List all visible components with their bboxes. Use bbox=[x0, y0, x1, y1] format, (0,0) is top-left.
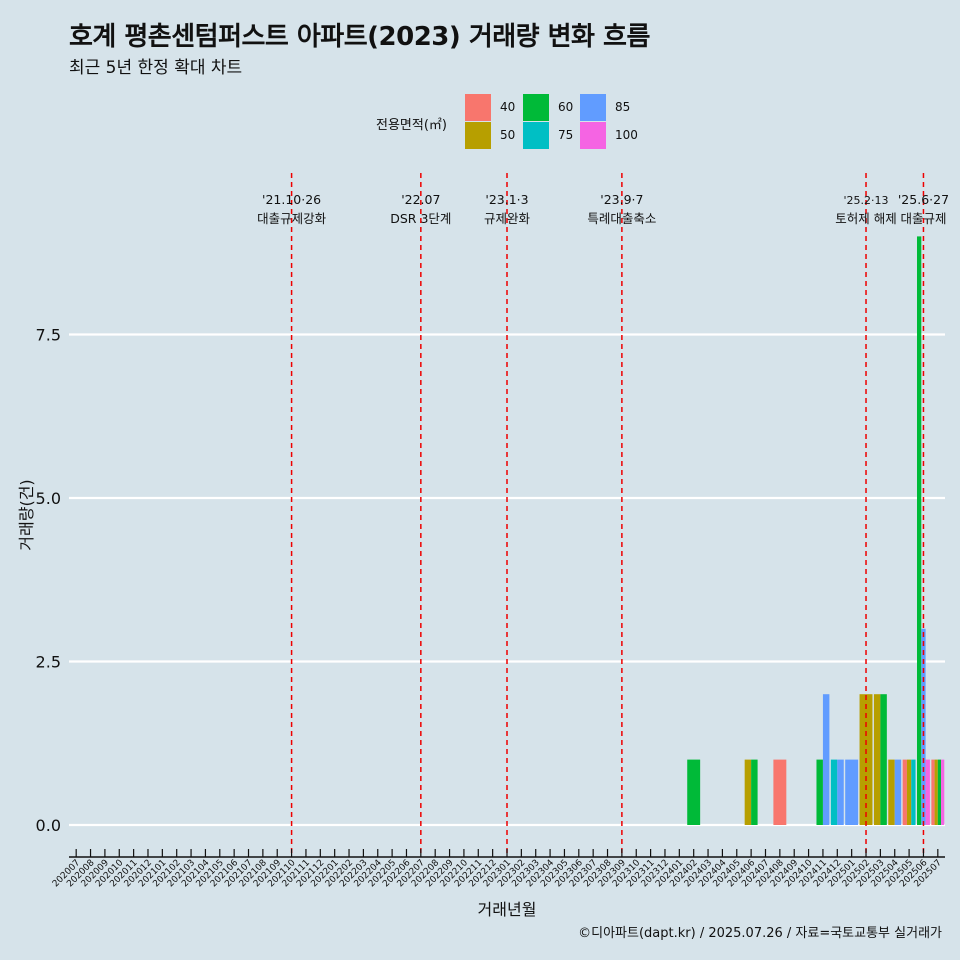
event-label: 대출규제강화 bbox=[257, 211, 327, 226]
bar-202506-60 bbox=[916, 236, 922, 825]
legend-label-85: 85 bbox=[615, 100, 631, 114]
legend-item-50: 50 bbox=[465, 122, 525, 150]
bar-202505-50 bbox=[906, 759, 912, 825]
event-label: 특례대출축소 bbox=[587, 211, 656, 226]
bar-202411-85 bbox=[822, 694, 830, 825]
bar-202505-40 bbox=[902, 759, 907, 825]
legend-swatch-85 bbox=[580, 94, 606, 121]
chart-title: 호계 평촌센텀퍼스트 아파트(2023) 거래량 변화 흐름 bbox=[69, 22, 650, 52]
event-label: 대출규제 bbox=[900, 211, 946, 226]
y-tick-label: 5.0 bbox=[36, 489, 61, 508]
y-tick-label: 7.5 bbox=[36, 326, 61, 345]
bar-202411-60 bbox=[816, 759, 823, 825]
y-tick-label: 0.0 bbox=[36, 816, 61, 835]
bar-202507-50 bbox=[934, 759, 938, 825]
event-date: '22.07 bbox=[401, 192, 440, 207]
bar-202412-75 bbox=[830, 759, 838, 825]
event-label: 규제완화 bbox=[484, 211, 531, 226]
bar-202507-60 bbox=[937, 759, 942, 825]
legend-label-75: 75 bbox=[558, 128, 574, 142]
event-label: 토허제 해제 bbox=[835, 211, 896, 226]
event-date: '25.6·27 bbox=[898, 192, 949, 207]
bar-202505-75 bbox=[911, 759, 916, 825]
bar-202504-85 bbox=[894, 759, 902, 825]
event-date: '25.2·13 bbox=[844, 194, 889, 207]
legend: 전용면적(㎡) 40 50 60 75 85 100 bbox=[376, 92, 656, 152]
event-date: '23.9·7 bbox=[600, 192, 643, 207]
legend-swatch-50 bbox=[465, 122, 491, 149]
bar-202408-40 bbox=[773, 759, 787, 825]
legend-title: 전용면적(㎡) bbox=[376, 118, 447, 133]
event-date: '21.10·26 bbox=[262, 192, 321, 207]
legend-item-100: 100 bbox=[580, 122, 640, 150]
legend-label-100: 100 bbox=[615, 128, 638, 142]
caption: ©디아파트(dapt.kr) / 2025.07.26 / 자료=국토교통부 실… bbox=[578, 926, 942, 941]
bar-202503-50 bbox=[873, 694, 881, 825]
legend-swatch-60 bbox=[523, 94, 549, 121]
legend-item-40: 40 bbox=[465, 94, 525, 122]
bar-202412-85 bbox=[837, 759, 844, 825]
legend-item-75: 75 bbox=[523, 122, 583, 150]
legend-label-40: 40 bbox=[500, 100, 516, 114]
legend-label-60: 60 bbox=[558, 100, 574, 114]
chart-subtitle: 최근 5년 한정 확대 차트 bbox=[69, 58, 243, 78]
bar-202504-50 bbox=[888, 759, 895, 825]
x-axis-label: 거래년월 bbox=[478, 900, 537, 919]
bar-202501-85 bbox=[845, 759, 859, 825]
bar-202506-100 bbox=[925, 759, 930, 825]
event-date: '23.1·3 bbox=[485, 192, 528, 207]
legend-label-50: 50 bbox=[500, 128, 516, 142]
bar-202402-60 bbox=[687, 759, 701, 825]
bar-202503-60 bbox=[880, 694, 887, 825]
legend-swatch-75 bbox=[523, 122, 549, 149]
legend-item-60: 60 bbox=[523, 94, 583, 122]
y-axis-label: 거래량(건) bbox=[17, 479, 36, 550]
y-tick-label: 2.5 bbox=[36, 653, 61, 672]
event-label: DSR 3단계 bbox=[390, 211, 451, 226]
bar-202507-40 bbox=[931, 759, 935, 825]
legend-swatch-100 bbox=[580, 122, 606, 149]
legend-item-85: 85 bbox=[580, 94, 640, 122]
legend-swatch-40 bbox=[465, 94, 491, 121]
bar-202507-100 bbox=[941, 759, 945, 825]
bar-202406-50 bbox=[744, 759, 752, 825]
bar-202406-60 bbox=[751, 759, 758, 825]
